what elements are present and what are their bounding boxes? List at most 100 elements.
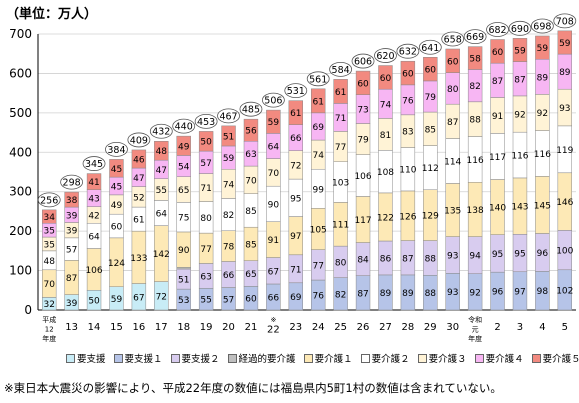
segment-value-label: 79 xyxy=(425,93,437,103)
legend-swatch xyxy=(227,353,237,363)
segment-value-label: 59 xyxy=(514,46,526,56)
x-tick-label: 平成 xyxy=(42,315,56,324)
x-tick-label: 2 xyxy=(494,322,500,333)
segment-value-label: 90 xyxy=(178,246,190,256)
segment-value-label: 57 xyxy=(223,295,234,305)
legend-swatch xyxy=(113,353,123,363)
total-oval xyxy=(217,108,240,124)
segment-value-label: 67 xyxy=(133,293,144,303)
total-value-label: 561 xyxy=(309,74,327,85)
segment-value-label: 79 xyxy=(357,136,369,146)
segment-value-label: 82 xyxy=(469,82,480,92)
segment-value-label: 97 xyxy=(514,287,525,297)
total-oval xyxy=(284,83,308,99)
chart-bars xyxy=(42,30,572,311)
segment-value-label: 72 xyxy=(156,292,167,302)
segment-value-label: 76 xyxy=(402,96,414,106)
x-tick-label: 15 xyxy=(110,322,123,333)
total-oval xyxy=(172,118,196,134)
segment-value-label: 87 xyxy=(402,254,413,264)
segment-value-label: 72 xyxy=(290,161,301,171)
total-value-label: 506 xyxy=(264,96,282,107)
x-tick-label: 27 xyxy=(379,322,392,333)
bar-segment xyxy=(490,39,505,64)
segment-value-label: 85 xyxy=(425,125,436,135)
segment-value-label: 142 xyxy=(153,250,170,260)
segment-value-label: 60 xyxy=(492,48,504,58)
segment-value-label: 71 xyxy=(200,184,211,194)
x-tick-label: 年度 xyxy=(468,334,482,343)
legend-label: 要支援１ xyxy=(124,354,163,365)
segment-value-label: 61 xyxy=(335,88,346,98)
segment-value-label: 54 xyxy=(178,163,190,173)
bar-segment xyxy=(445,48,460,73)
total-oval xyxy=(105,141,128,157)
segment-value-label: 66 xyxy=(223,271,235,281)
segment-value-label: 77 xyxy=(312,261,323,271)
legend-swatch xyxy=(417,353,427,363)
legend-swatch xyxy=(66,353,75,363)
segment-value-label: 89 xyxy=(537,73,549,83)
bar-segment xyxy=(557,30,572,55)
x-tick-label: 19 xyxy=(200,322,213,333)
segment-value-label: 96 xyxy=(492,288,504,298)
legend-label: 経過的要介護 xyxy=(238,354,296,365)
segment-value-label: 78 xyxy=(223,243,235,253)
bar-segment xyxy=(333,79,348,104)
total-oval xyxy=(37,192,61,208)
total-value-label: 682 xyxy=(488,25,506,36)
legend-label: 要介護５ xyxy=(542,354,579,365)
total-oval xyxy=(486,22,509,37)
segment-value-label: 114 xyxy=(444,157,461,167)
segment-value-label: 92 xyxy=(469,288,480,298)
segment-value-label: 74 xyxy=(312,151,324,161)
legend-swatch xyxy=(303,353,313,363)
segment-value-label: 51 xyxy=(223,132,234,142)
total-oval xyxy=(149,123,173,139)
bar-segment xyxy=(131,149,147,169)
segment-value-label: 59 xyxy=(559,39,571,49)
segment-value-label: 75 xyxy=(178,214,189,224)
segment-value-label: 60 xyxy=(111,223,123,233)
x-tick-label: 4 xyxy=(539,322,545,333)
legend-label: 要支援２ xyxy=(181,354,220,365)
segment-value-label: 76 xyxy=(312,292,324,302)
x-tick-label: 24 xyxy=(312,322,325,333)
y-tick-label: 400 xyxy=(9,145,32,159)
total-oval xyxy=(82,156,106,171)
segment-value-label: 89 xyxy=(380,289,392,299)
segment-value-label: 80 xyxy=(200,214,212,224)
segment-value-label: 63 xyxy=(245,150,256,160)
segment-value-label: 138 xyxy=(467,206,484,216)
segment-value-label: 49 xyxy=(111,201,123,211)
segment-value-label: 116 xyxy=(511,152,528,162)
total-value-label: 632 xyxy=(399,47,417,58)
total-value-label: 658 xyxy=(444,34,462,45)
segment-value-label: 74 xyxy=(380,100,392,110)
segment-value-label: 95 xyxy=(492,250,503,260)
total-value-label: 584 xyxy=(332,65,350,76)
bar-segment xyxy=(311,88,326,114)
x-tick-label: 21 xyxy=(245,322,258,333)
segment-value-label: 97 xyxy=(290,232,301,242)
x-tick-label: 18 xyxy=(177,322,190,333)
x-tick-label: 年度 xyxy=(42,334,56,343)
unit-label: （単位：万人） xyxy=(6,7,98,22)
segment-value-label: 122 xyxy=(377,213,394,223)
segment-value-label: 82 xyxy=(335,290,346,300)
total-value-label: 708 xyxy=(556,16,574,27)
segment-value-label: 59 xyxy=(223,154,235,164)
segment-value-label: 49 xyxy=(178,142,190,152)
total-value-label: 298 xyxy=(63,178,81,189)
segment-value-label: 74 xyxy=(223,180,235,190)
segment-value-label: 60 xyxy=(402,70,414,80)
total-value-label: 409 xyxy=(130,135,148,146)
bar-segment xyxy=(243,118,259,142)
segment-value-label: 59 xyxy=(111,295,123,305)
segment-value-label: 87 xyxy=(66,274,77,284)
segment-value-label: 35 xyxy=(43,227,54,237)
segment-value-label: 93 xyxy=(559,104,570,114)
segment-value-label: 77 xyxy=(200,245,211,255)
segment-value-label: 88 xyxy=(425,289,437,299)
segment-value-label: 88 xyxy=(425,254,437,264)
